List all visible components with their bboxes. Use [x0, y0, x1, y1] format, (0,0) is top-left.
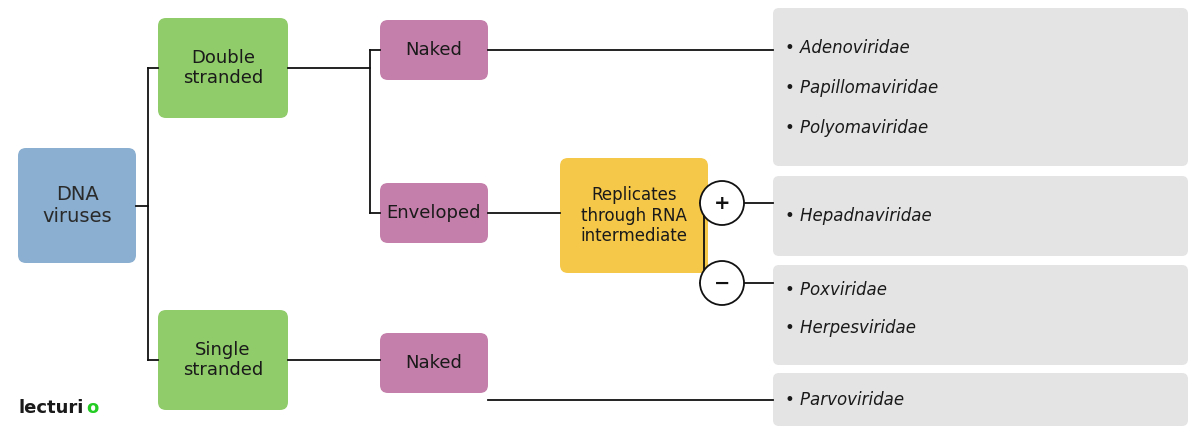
FancyBboxPatch shape	[158, 18, 288, 118]
Text: • Polyomaviridae: • Polyomaviridae	[785, 119, 929, 137]
Text: • Adenoviridae: • Adenoviridae	[785, 39, 910, 57]
Text: • Papillomaviridae: • Papillomaviridae	[785, 79, 938, 97]
Text: +: +	[714, 193, 731, 212]
Ellipse shape	[700, 261, 744, 305]
FancyBboxPatch shape	[18, 148, 136, 263]
Text: Enveloped: Enveloped	[386, 204, 481, 222]
Text: • Hepadnaviridae: • Hepadnaviridae	[785, 207, 931, 225]
FancyBboxPatch shape	[773, 373, 1188, 426]
Ellipse shape	[700, 181, 744, 225]
Text: o: o	[86, 399, 98, 417]
Text: Naked: Naked	[406, 41, 462, 59]
Text: Naked: Naked	[406, 354, 462, 372]
FancyBboxPatch shape	[380, 20, 488, 80]
Text: • Parvoviridae: • Parvoviridae	[785, 391, 904, 409]
FancyBboxPatch shape	[773, 8, 1188, 166]
Text: • Herpesviridae: • Herpesviridae	[785, 319, 916, 337]
FancyBboxPatch shape	[773, 265, 1188, 365]
FancyBboxPatch shape	[158, 310, 288, 410]
Text: Single
stranded: Single stranded	[182, 341, 263, 379]
Text: • Poxviridae: • Poxviridae	[785, 281, 887, 299]
Text: DNA
viruses: DNA viruses	[42, 185, 112, 226]
FancyBboxPatch shape	[380, 333, 488, 393]
FancyBboxPatch shape	[380, 183, 488, 243]
Text: Replicates
through RNA
intermediate: Replicates through RNA intermediate	[581, 186, 688, 245]
FancyBboxPatch shape	[560, 158, 708, 273]
FancyBboxPatch shape	[773, 176, 1188, 256]
Text: −: −	[714, 273, 730, 292]
Text: lecturi: lecturi	[18, 399, 83, 417]
Text: Double
stranded: Double stranded	[182, 49, 263, 87]
